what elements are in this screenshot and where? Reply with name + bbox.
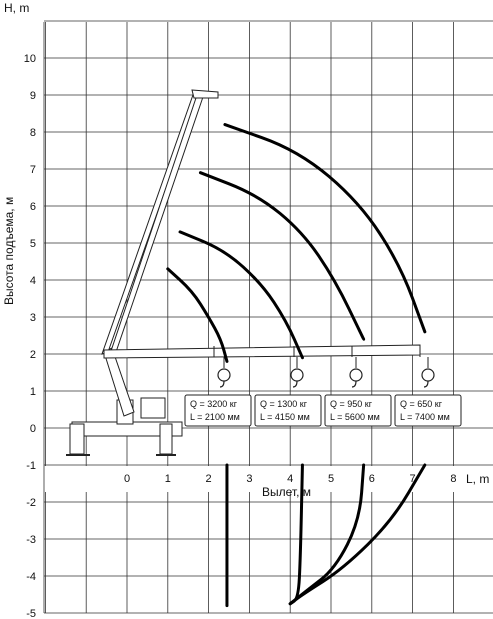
capacity-box-frame	[324, 394, 392, 427]
x-tick-label: 3	[246, 473, 252, 485]
x-tick-label: 1	[165, 473, 171, 485]
x-tick-label: 0	[124, 473, 130, 485]
capacity-box-3: Q = 950 кг L = 5600 мм	[324, 394, 392, 427]
load-curve-4	[223, 123, 427, 334]
capacity-reach: L = 2100 мм	[190, 412, 240, 422]
y-tick-label: 10	[24, 53, 36, 65]
capacity-box-1: Q = 3200 кг L = 2100 мм	[184, 394, 252, 427]
crane-drawing	[66, 89, 435, 456]
y-tick-label: 0	[30, 423, 36, 435]
control-box	[140, 397, 166, 419]
capacity-box-frame	[394, 394, 462, 427]
hook-tip	[351, 380, 357, 388]
hook-icon	[349, 368, 363, 382]
y-tick-label: -3	[26, 534, 36, 546]
x-axis-label: Вылет, м	[262, 485, 311, 499]
y-tick-label: 6	[30, 201, 36, 213]
capacity-load: Q = 650 кг	[400, 399, 443, 409]
y-tick-label: -4	[26, 571, 36, 583]
y-axis-top-label: H, m	[4, 1, 29, 15]
hook-tip	[423, 380, 429, 388]
y-tick-label: 5	[30, 238, 36, 250]
capacity-reach: L = 5600 мм	[330, 412, 380, 422]
x-tick-label: 7	[410, 473, 416, 485]
capacity-load: Q = 3200 кг	[190, 399, 238, 409]
hook-tip	[219, 380, 225, 388]
y-tick-label: -2	[26, 497, 36, 509]
y-tick-label: 3	[30, 312, 36, 324]
boom-stack-2	[109, 91, 205, 355]
capacity-load: Q = 950 кг	[330, 399, 373, 409]
y-tick-label: 1	[30, 386, 36, 398]
x-tick-label: 5	[328, 473, 334, 485]
x-tick-label: 2	[206, 473, 212, 485]
y-tick-label: 7	[30, 164, 36, 176]
grid	[43, 20, 493, 614]
load-curve-2	[178, 230, 304, 360]
y-tick-label: 4	[30, 275, 36, 287]
y-tick-label: 2	[30, 349, 36, 361]
hook-icon	[290, 368, 304, 382]
x-tick-label: 8	[450, 473, 456, 485]
capacity-reach: L = 7400 мм	[400, 412, 450, 422]
hook-icon	[421, 368, 435, 382]
y-tick-label: -5	[26, 608, 36, 619]
boom-horizontal	[103, 344, 421, 359]
x-axis-right-label: L, m	[466, 472, 489, 486]
capacity-reach: L = 4150 мм	[260, 412, 310, 422]
load-curve-3	[198, 171, 366, 341]
y-tick-label: -1	[26, 460, 36, 472]
x-tick-label: 4	[287, 473, 293, 485]
capacity-load: Q = 1300 кг	[260, 399, 308, 409]
capacity-box-2: Q = 1300 кг L = 4150 мм	[254, 394, 322, 427]
outrigger-left	[69, 423, 85, 455]
load-curves	[166, 123, 427, 608]
outrigger-right	[159, 423, 173, 455]
load-curve-1	[166, 267, 229, 363]
hook-tip	[292, 380, 298, 388]
capacity-box-frame	[184, 394, 252, 427]
y-tick-label: 9	[30, 90, 36, 102]
capacity-boxes: Q = 3200 кг L = 2100 мм Q = 1300 кг L = 415…	[184, 394, 462, 427]
y-axis-label: Высота подъема, м	[2, 197, 16, 305]
capacity-box-frame	[254, 394, 322, 427]
boom-tip-up	[191, 89, 219, 99]
capacity-box-4: Q = 650 кг L = 7400 мм	[394, 394, 462, 427]
depth-curve-4	[288, 463, 427, 606]
x-tick-label: 6	[369, 473, 375, 485]
hook-icon	[217, 368, 231, 382]
y-tick-label: 8	[30, 127, 36, 139]
